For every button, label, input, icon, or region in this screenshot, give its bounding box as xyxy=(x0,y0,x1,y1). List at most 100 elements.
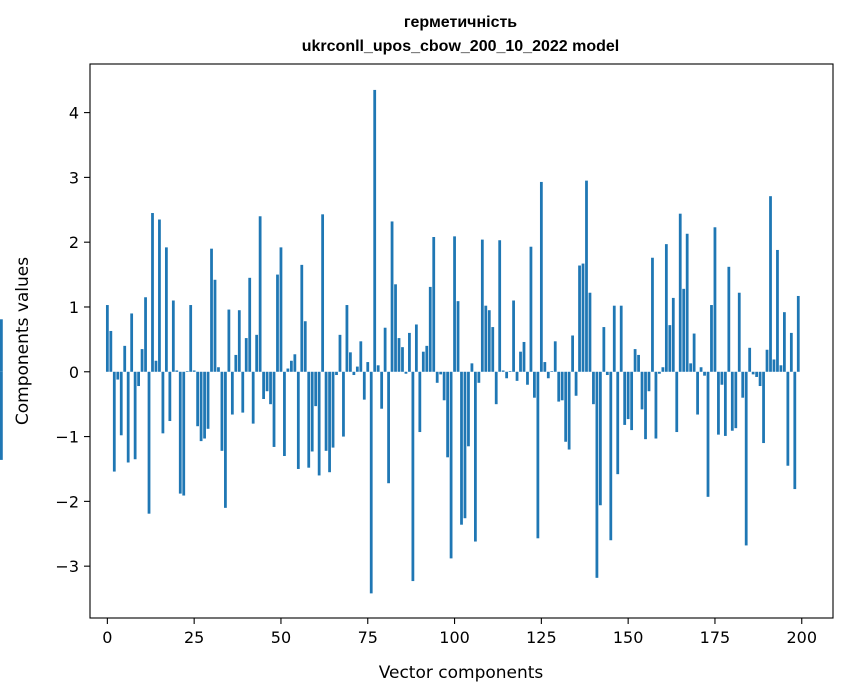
bar-168 xyxy=(689,363,693,372)
bar-8 xyxy=(133,371,137,460)
bar-149 xyxy=(623,371,627,425)
y-tick-label: 0 xyxy=(69,363,79,382)
bar-137 xyxy=(581,263,585,372)
bar-159 xyxy=(658,371,661,374)
chart-subtitle: ukrconll_upos_cbow_200_10_2022 model xyxy=(302,38,619,55)
bar-191 xyxy=(769,196,772,372)
bar-107 xyxy=(477,371,481,383)
bar-55 xyxy=(296,371,300,469)
bar-30 xyxy=(210,248,213,372)
bar-70 xyxy=(349,352,352,372)
bar-28 xyxy=(203,371,206,439)
bar-112 xyxy=(494,371,498,405)
bar-105 xyxy=(470,363,474,372)
bar-185 xyxy=(748,347,752,372)
bar-59 xyxy=(310,371,314,452)
bar-167 xyxy=(685,233,689,372)
bar-38 xyxy=(237,310,241,372)
bar-90 xyxy=(418,371,422,433)
bar-22 xyxy=(182,371,186,496)
y-tick-label: 2 xyxy=(69,233,79,252)
bar-26 xyxy=(196,371,200,427)
bar-63 xyxy=(324,371,328,451)
bar-88 xyxy=(411,371,415,582)
bar-86 xyxy=(404,371,408,374)
bar-186 xyxy=(751,371,755,375)
bar-110 xyxy=(487,310,491,372)
bar-114 xyxy=(501,370,505,372)
bar-80 xyxy=(383,327,387,372)
bar-36 xyxy=(230,371,234,415)
bar-74 xyxy=(362,371,366,400)
bar-170 xyxy=(696,371,699,415)
bar-13 xyxy=(151,213,154,372)
bar-143 xyxy=(602,327,606,372)
bar-18 xyxy=(168,371,172,422)
bar-127 xyxy=(546,371,550,379)
bar-171 xyxy=(699,367,703,372)
bar-121 xyxy=(526,371,529,385)
bar-10 xyxy=(140,349,144,372)
bar-6 xyxy=(126,371,130,463)
bar-148 xyxy=(619,305,623,372)
bar-62 xyxy=(321,214,325,372)
bar-97 xyxy=(442,371,446,401)
bar-48 xyxy=(272,371,276,447)
bar-125 xyxy=(539,181,543,372)
bar-11 xyxy=(144,297,147,372)
bar-176 xyxy=(717,371,720,435)
bar-82 xyxy=(390,221,394,372)
bar-79 xyxy=(380,371,384,409)
bar-64 xyxy=(328,371,331,473)
bar-19 xyxy=(171,300,175,372)
bar-175 xyxy=(713,227,717,372)
bar-50 xyxy=(279,247,283,372)
bar-155 xyxy=(644,371,647,440)
bar-undefined xyxy=(0,319,3,372)
bar-16 xyxy=(161,371,165,434)
bar-93 xyxy=(428,286,432,372)
bar-102 xyxy=(460,371,463,525)
bar-3 xyxy=(116,371,120,380)
bar-120 xyxy=(522,341,526,372)
bar-44 xyxy=(258,216,262,372)
bar-111 xyxy=(491,327,495,372)
bar-29 xyxy=(206,371,210,429)
bar-92 xyxy=(425,345,429,372)
bar-61 xyxy=(317,371,321,476)
bar-142 xyxy=(598,371,602,506)
bar-68 xyxy=(342,371,345,437)
bar-130 xyxy=(557,371,561,402)
bar-undefined xyxy=(0,371,3,460)
bar-166 xyxy=(682,288,686,372)
bar-31 xyxy=(213,279,217,372)
bar-2 xyxy=(112,371,116,472)
bar-135 xyxy=(574,371,578,396)
x-tick-label: 0 xyxy=(102,628,112,647)
y-axis-ticks: −3 −2 −1 0 1 2 3 4 xyxy=(55,104,90,576)
bar-84 xyxy=(397,338,401,372)
bar-39 xyxy=(241,371,245,413)
bar-100 xyxy=(453,236,456,372)
bar-169 xyxy=(692,333,696,372)
bar-1 xyxy=(109,330,113,372)
bar-43 xyxy=(255,334,259,372)
bar-158 xyxy=(654,371,658,439)
bar-24 xyxy=(189,305,193,372)
bar-195 xyxy=(783,312,786,372)
bar-20 xyxy=(175,370,179,372)
bar-146 xyxy=(612,305,616,372)
bar-188 xyxy=(758,371,762,387)
bar-35 xyxy=(227,309,231,372)
bar-71 xyxy=(352,371,356,376)
bar-0 xyxy=(105,305,109,372)
bar-23 xyxy=(185,371,189,372)
bar-49 xyxy=(276,274,279,372)
bar-25 xyxy=(192,370,196,372)
bar-17 xyxy=(164,247,168,372)
bar-47 xyxy=(269,371,272,405)
bar-165 xyxy=(678,213,682,372)
bar-72 xyxy=(355,366,359,372)
bar-152 xyxy=(633,349,637,372)
bar-81 xyxy=(387,371,390,484)
